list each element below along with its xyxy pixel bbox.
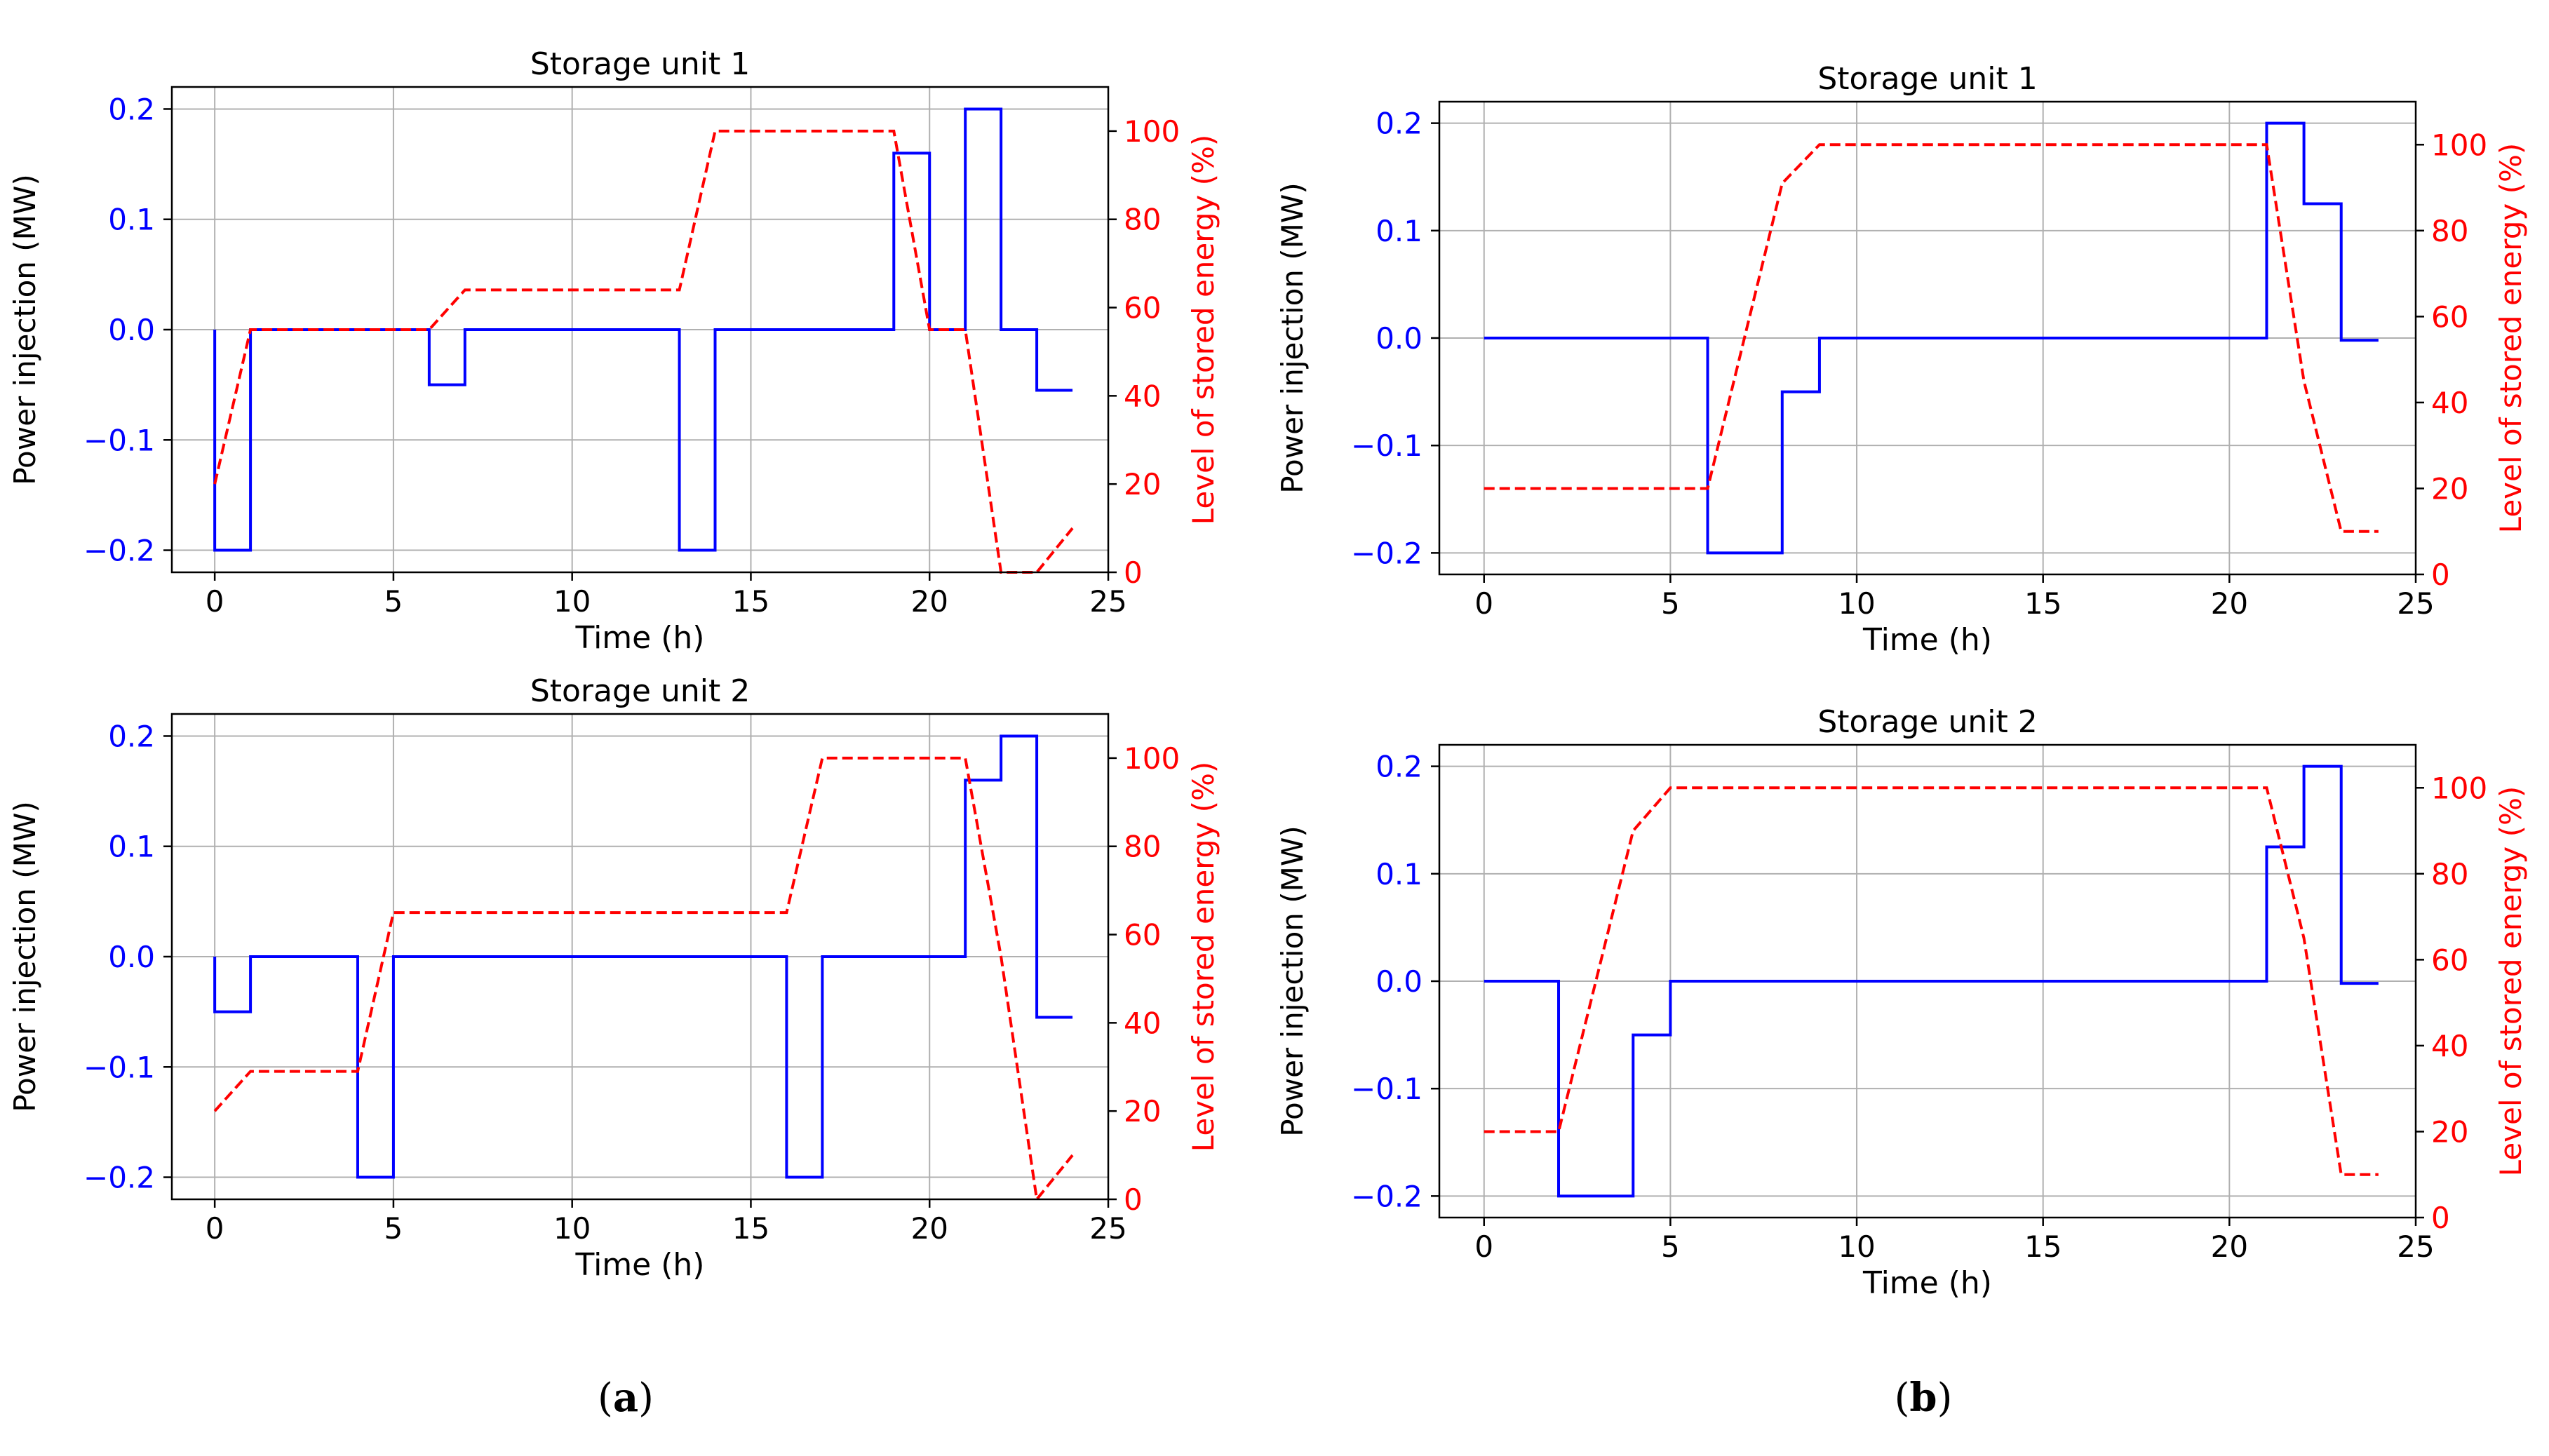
y-tick-label: 0.0 [1376,964,1423,999]
y-tick-label: −0.2 [83,1161,155,1195]
chart-title: Storage unit 2 [1817,704,2037,740]
y-tick-label: 0.2 [1376,750,1423,784]
chart-b-1: 0 5 10 15 20 25 −0.2 −0.1 0.0 0.1 0.2 0 20 40 60 80 100 S… [1275,61,2528,658]
y2-tick-label: 40 [1124,1006,1161,1040]
chart-a-2: 0 5 10 15 20 25 −0.2 −0.1 0.0 0.1 0.2 0 20 40 60 80 100 S… [8,673,1220,1283]
y2-tick-label: 80 [2431,857,2468,891]
x-tick-label: 5 [384,584,403,619]
x-axis-label: Time (h) [575,620,705,656]
stored-energy-line [213,756,1074,1203]
y2-tick-label: 80 [1124,203,1161,237]
y2-tick-label: 100 [2431,128,2487,162]
y-tick-label: −0.2 [1351,536,1423,570]
x-tick-label: 0 [206,584,224,619]
stored-energy-line [1484,786,2379,1176]
x-tick-label: 20 [2211,1229,2248,1264]
y-tick-label: 0.1 [108,830,155,864]
y2-tick-label: 20 [2431,1114,2468,1149]
chart-b-2: 0 5 10 15 20 25 −0.2 −0.1 0.0 0.1 0.2 0 20 40 60 80 100 S… [1275,704,2528,1301]
power-injection-line [213,734,1073,1179]
x-axis-label: Time (h) [575,1247,705,1283]
y2-tick-label: 80 [2431,214,2468,248]
y2-tick-label: 0 [2431,558,2450,592]
chart-title: Storage unit 1 [1817,61,2037,97]
caption-b: (b) [1894,1375,1953,1421]
chart-a-1: 0 5 10 15 20 25 −0.2 −0.1 0.0 0.1 0.2 0 20 40 60 80 100 S… [8,46,1220,656]
y-tick-label: −0.2 [1351,1179,1423,1213]
y-tick-label: −0.1 [83,1050,155,1084]
x-tick-label: 10 [553,1211,591,1246]
x-tick-label: 0 [206,1211,224,1246]
power-injection-line [1484,121,2379,555]
y2-tick-label: 20 [1124,467,1161,501]
x-tick-label: 20 [911,584,948,619]
y-axis-label: Power injection (MW) [8,174,42,485]
y-tick-label: 0.0 [108,313,155,347]
y-tick-label: 0.0 [108,940,155,974]
y2-axis-label: Level of stored energy (%) [2494,143,2528,534]
y-axis-label: Power injection (MW) [1275,182,1310,494]
x-tick-label: 5 [1661,1229,1680,1264]
y2-tick-label: 100 [1124,741,1180,776]
y2-tick-label: 60 [2431,943,2468,977]
y2-tick-label: 100 [2431,771,2487,805]
y-tick-label: −0.1 [1351,429,1423,463]
chart-title: Storage unit 2 [530,673,750,709]
y-tick-label: 0.2 [108,92,155,126]
x-tick-label: 5 [1661,586,1680,621]
x-tick-label: 20 [2211,586,2248,621]
x-tick-label: 25 [1089,584,1126,619]
y2-tick-label: 20 [2431,471,2468,506]
x-tick-label: 5 [384,1211,403,1246]
y-tick-label: −0.1 [83,423,155,457]
y-tick-label: −0.1 [1351,1072,1423,1106]
y-tick-label: 0.0 [1376,321,1423,356]
y-tick-label: −0.2 [83,534,155,568]
y2-tick-label: 0 [1124,555,1143,590]
y-tick-label: 0.1 [108,203,155,237]
y2-tick-label: 60 [2431,299,2468,334]
chart-title: Storage unit 1 [530,46,750,82]
x-tick-label: 20 [911,1211,948,1246]
stored-energy-line [1484,143,2379,533]
y2-tick-label: 20 [1124,1094,1161,1128]
y2-tick-label: 0 [1124,1182,1143,1217]
y2-axis-label: Level of stored energy (%) [1186,762,1220,1152]
x-tick-label: 25 [1089,1211,1126,1246]
x-axis-label: Time (h) [1862,1265,1992,1301]
y2-axis-label: Level of stored energy (%) [2494,786,2528,1177]
y-tick-label: 0.2 [108,719,155,753]
caption-a: (a) [597,1375,654,1421]
y2-tick-label: 60 [1124,291,1161,325]
power-injection-line [1484,764,2379,1198]
x-tick-label: 10 [553,584,591,619]
x-tick-label: 15 [732,584,769,619]
x-tick-label: 25 [2397,586,2434,621]
x-tick-label: 15 [2024,1229,2062,1264]
x-axis-label: Time (h) [1862,622,1992,658]
x-tick-label: 10 [1838,1229,1875,1264]
y2-tick-label: 40 [1124,379,1161,413]
y2-tick-label: 100 [1124,114,1180,149]
y-tick-label: 0.1 [1376,214,1423,248]
y-axis-label: Power injection (MW) [8,801,42,1112]
y-axis-label: Power injection (MW) [1275,825,1310,1137]
stored-energy-line [213,129,1074,574]
x-tick-label: 25 [2397,1229,2434,1264]
power-injection-line [213,107,1073,552]
y-tick-label: 0.1 [1376,857,1423,891]
x-tick-label: 0 [1474,1229,1493,1264]
y2-tick-label: 60 [1124,918,1161,952]
y2-tick-label: 0 [2431,1201,2450,1235]
x-tick-label: 10 [1838,586,1875,621]
y2-tick-label: 40 [2431,386,2468,420]
y2-tick-label: 40 [2431,1029,2468,1063]
y2-tick-label: 80 [1124,830,1161,864]
x-tick-label: 0 [1474,586,1493,621]
y-tick-label: 0.2 [1376,107,1423,141]
x-tick-label: 15 [732,1211,769,1246]
y2-axis-label: Level of stored energy (%) [1186,135,1220,525]
x-tick-label: 15 [2024,586,2062,621]
